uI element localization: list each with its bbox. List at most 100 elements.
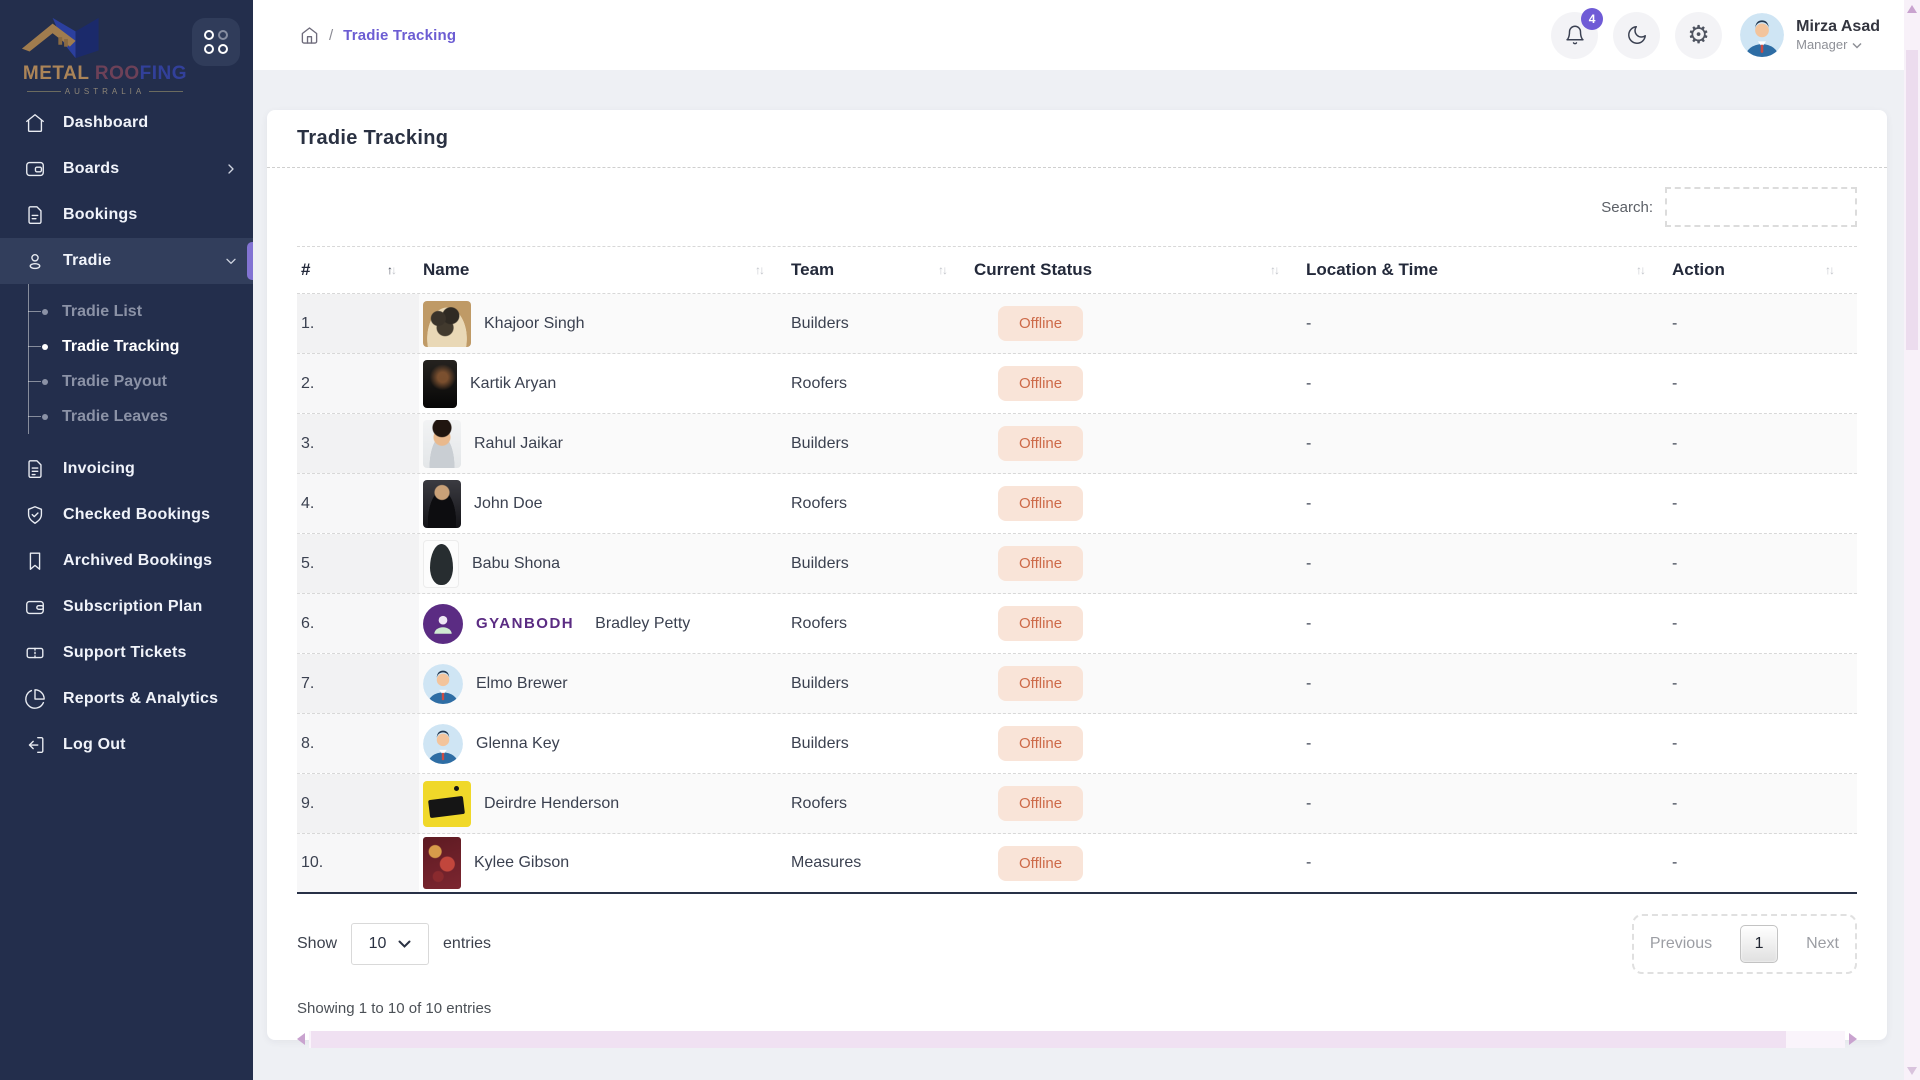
gyanbodh-logo — [423, 604, 463, 644]
breadcrumb-current[interactable]: Tradie Tracking — [343, 27, 456, 44]
table-row[interactable]: 9.Deirdre HendersonRoofersOffline-- — [297, 774, 1857, 834]
table-row[interactable]: 5.Babu ShonaBuildersOffline-- — [297, 534, 1857, 594]
grid-icon — [204, 30, 228, 54]
current-page-button[interactable]: 1 — [1740, 925, 1778, 963]
sidebar-item-bookings[interactable]: Bookings — [0, 192, 253, 238]
tradie-name: Rahul Jaikar — [474, 435, 563, 453]
column-header-action[interactable]: Action↑↓ — [1668, 247, 1857, 293]
tradie-name: Glenna Key — [476, 735, 560, 753]
sidebar-subitem-tradie-leaves[interactable]: Tradie Leaves — [0, 399, 253, 434]
sort-icon[interactable]: ↑↓ — [1636, 263, 1644, 277]
location-cell: - — [1302, 294, 1668, 353]
sort-icon[interactable]: ↑↓ — [387, 263, 395, 277]
action-cell: - — [1668, 354, 1857, 413]
user-menu[interactable]: Mirza Asad Manager — [1740, 13, 1880, 57]
table-row[interactable]: 3.Rahul JaikarBuildersOffline-- — [297, 414, 1857, 474]
table-row[interactable]: 8.Glenna KeyBuildersOffline-- — [297, 714, 1857, 774]
notifications-button[interactable]: 4 — [1551, 12, 1598, 59]
active-indicator — [247, 242, 253, 280]
tradie-name-cell: Rahul Jaikar — [419, 414, 787, 473]
horizontal-scroll-thumb[interactable] — [311, 1031, 1786, 1048]
table-footer: Show 10 entries Previous 1 Next — [297, 914, 1857, 974]
column-label: Team — [791, 260, 834, 280]
column-header-location-time[interactable]: Location & Time ↑↓ — [1302, 247, 1668, 293]
settings-button[interactable]: ⚙ — [1675, 12, 1722, 59]
sidebar-item-archived-bookings[interactable]: Archived Bookings — [0, 538, 253, 584]
vertical-scroll-thumb[interactable] — [1906, 50, 1918, 350]
column-header-name[interactable]: Name↑↓ — [419, 247, 787, 293]
table-header-row: #↑↓Name↑↓Team↑↓Current Status↑↓Location … — [297, 246, 1857, 294]
sidebar-item-checked-bookings[interactable]: Checked Bookings — [0, 492, 253, 538]
status-cell: Offline — [970, 714, 1302, 773]
action-cell: - — [1668, 774, 1857, 833]
previous-page-button[interactable]: Previous — [1650, 935, 1712, 953]
status-badge: Offline — [998, 366, 1083, 401]
scroll-up-icon[interactable] — [1907, 5, 1917, 13]
column-label: Location & Time — [1306, 260, 1438, 280]
location-cell: - — [1302, 654, 1668, 713]
tradie-name: Bradley Petty — [595, 615, 690, 633]
page-size-group: Show 10 entries — [297, 923, 491, 965]
page-title: Tradie Tracking — [297, 127, 448, 150]
table-row[interactable]: 6.GYANBODHBradley PettyRoofersOffline-- — [297, 594, 1857, 654]
status-badge: Offline — [998, 786, 1083, 821]
sidebar-item-invoicing[interactable]: Invoicing — [0, 446, 253, 492]
sort-icon[interactable]: ↑↓ — [938, 263, 946, 277]
brand-roofing: ROOFING — [95, 63, 187, 84]
team-cell: Roofers — [787, 354, 970, 413]
column-header-num[interactable]: #↑↓ — [297, 247, 419, 293]
column-header-team[interactable]: Team ↑↓ — [787, 247, 970, 293]
dark-mode-button[interactable] — [1613, 12, 1660, 59]
tradie-tracking-card: Tradie Tracking Search: #↑↓Name↑↓Team↑↓C… — [267, 110, 1887, 1040]
scroll-right-icon[interactable] — [1849, 1033, 1857, 1045]
horizontal-scroll-track[interactable] — [309, 1031, 1845, 1048]
bullet-icon — [42, 379, 48, 385]
search-input[interactable] — [1665, 187, 1857, 227]
sidebar-subitem-tradie-tracking[interactable]: Tradie Tracking — [0, 329, 253, 364]
scroll-left-icon[interactable] — [297, 1033, 305, 1045]
page-size-select[interactable]: 10 — [351, 923, 429, 965]
sidebar-item-dashboard[interactable]: Dashboard — [0, 100, 253, 146]
gear-icon: ⚙ — [1687, 23, 1709, 48]
action-cell: - — [1668, 654, 1857, 713]
sort-icon[interactable]: ↑↓ — [1825, 263, 1833, 277]
sidebar-item-tradie[interactable]: Tradie — [0, 238, 253, 284]
pie-chart-icon — [24, 688, 46, 710]
next-page-button[interactable]: Next — [1806, 935, 1839, 953]
status-cell: Offline — [970, 354, 1302, 413]
sidebar-item-log-out[interactable]: Log Out — [0, 722, 253, 768]
location-cell: - — [1302, 534, 1668, 593]
sidebar-subitem-tradie-payout[interactable]: Tradie Payout — [0, 364, 253, 399]
sidebar-item-label: Tradie — [63, 252, 111, 270]
sort-icon[interactable]: ↑↓ — [755, 263, 763, 277]
column-header-current-status[interactable]: Current Status↑↓ — [970, 247, 1302, 293]
sidebar-subitem-tradie-list[interactable]: Tradie List — [0, 294, 253, 329]
home-icon[interactable] — [300, 26, 319, 45]
case-photo — [423, 540, 459, 588]
sidebar-item-label: Log Out — [63, 736, 126, 754]
sidebar-item-support-tickets[interactable]: Support Tickets — [0, 630, 253, 676]
sidebar-item-label: Bookings — [63, 206, 138, 224]
card-header: Tradie Tracking — [267, 110, 1887, 168]
status-badge: Offline — [998, 666, 1083, 701]
sidebar-item-label: Dashboard — [63, 114, 148, 132]
table-row[interactable]: 4.John DoeRoofersOffline-- — [297, 474, 1857, 534]
vertical-scrollbar[interactable] — [1904, 0, 1920, 1080]
sidebar-item-boards[interactable]: Boards — [0, 146, 253, 192]
table-row[interactable]: 1.Khajoor SinghBuildersOffline-- — [297, 294, 1857, 354]
horizontal-scrollbar[interactable] — [297, 1029, 1857, 1049]
sort-icon[interactable]: ↑↓ — [1270, 263, 1278, 277]
team-cell: Builders — [787, 414, 970, 473]
menu-pin-button[interactable] — [192, 18, 240, 66]
cartoon-avatar — [423, 724, 463, 764]
table-row[interactable]: 7.Elmo BrewerBuildersOffline-- — [297, 654, 1857, 714]
breadcrumb-separator: / — [329, 27, 333, 44]
sidebar-item-subscription-plan[interactable]: Subscription Plan — [0, 584, 253, 630]
sidebar-item-reports-analytics[interactable]: Reports & Analytics — [0, 676, 253, 722]
table-row[interactable]: 2.Kartik AryanRoofersOffline-- — [297, 354, 1857, 414]
table-row[interactable]: 10.Kylee GibsonMeasuresOffline-- — [297, 834, 1857, 894]
scroll-down-icon[interactable] — [1907, 1067, 1917, 1075]
sign-photo — [423, 781, 471, 827]
avatar-logo-text: GYANBODH — [476, 615, 574, 632]
portrait-light-photo — [423, 420, 461, 468]
